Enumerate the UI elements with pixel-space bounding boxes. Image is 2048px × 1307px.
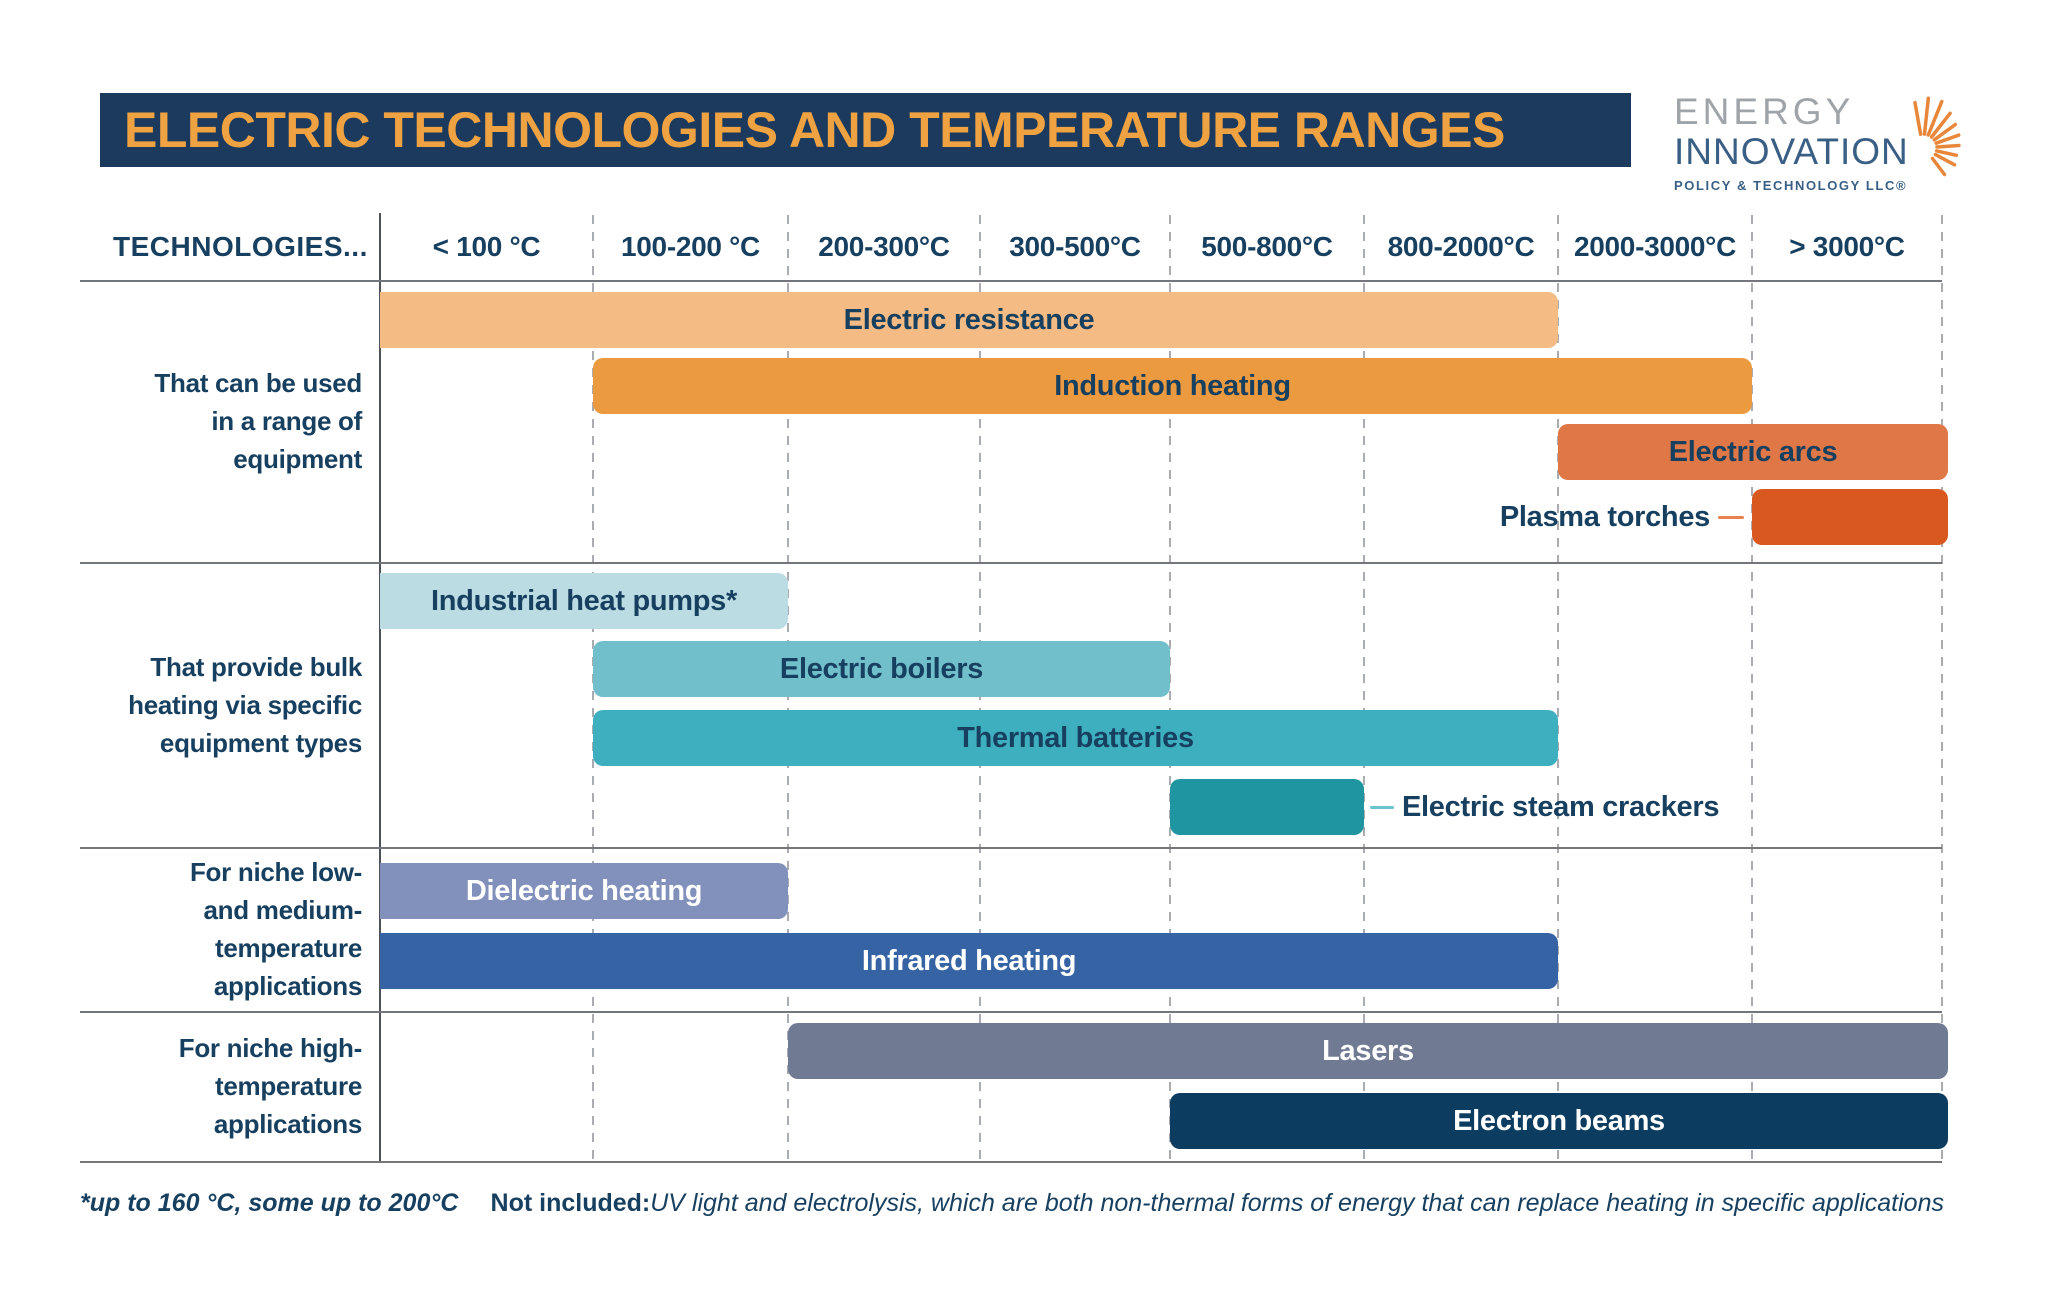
row-separator-0	[80, 280, 1942, 282]
gridline-dashed-5	[1363, 215, 1365, 1161]
bar-label-induction-heating: Induction heating	[1054, 369, 1291, 402]
bar-dielectric-heating: Dielectric heating	[380, 863, 788, 919]
column-header-3: 300-500°C	[1009, 231, 1141, 262]
gridline-dashed-8	[1941, 215, 1943, 1161]
column-header-4: 500-800°C	[1201, 231, 1333, 262]
gridline-dashed-7	[1751, 215, 1753, 1161]
bar-electric-arcs: Electric arcs	[1558, 424, 1948, 480]
group-label-3: For niche high- temperature applications	[178, 1033, 363, 1139]
bar-label-dielectric-heating: Dielectric heating	[465, 874, 703, 907]
bar-label-lasers: Lasers	[1322, 1034, 1414, 1067]
bar-induction-heating: Induction heating	[593, 358, 1752, 414]
axis-line	[379, 213, 381, 1161]
logo-tagline: POLICY & TECHNOLOGY LLC®	[1674, 178, 1908, 193]
bar-electric-resistance: Electric resistance	[380, 292, 1558, 348]
group-label-0: That can be used in a range of equipment	[154, 368, 362, 474]
label-connector-plasma-torches	[1718, 516, 1744, 519]
label-connector-electric-steam-crackers	[1370, 806, 1394, 809]
logo-energy-word: ENERGY	[1674, 91, 1855, 132]
bar-electron-beams: Electron beams	[1170, 1093, 1948, 1149]
column-header-1: 100-200 °C	[621, 231, 760, 262]
bar-label-electron-beams: Electron beams	[1453, 1104, 1665, 1137]
footnote-not-included-label: Not included:	[490, 1188, 651, 1217]
bar-electric-boilers: Electric boilers	[593, 641, 1170, 697]
title-bar: ELECTRIC TECHNOLOGIES AND TEMPERATURE RA…	[100, 93, 1631, 167]
bar-lasers: Lasers	[788, 1023, 1948, 1079]
footnote-heat-pumps: *up to 160 °C, some up to 200°C	[80, 1188, 459, 1217]
bar-label-electric-boilers: Electric boilers	[779, 652, 984, 685]
row-separator-4	[80, 1161, 1942, 1163]
column-header-7: > 3000°C	[1789, 231, 1905, 262]
bar-label-outside-plasma-torches: Plasma torches	[1499, 500, 1710, 533]
column-header-5: 800-2000°C	[1387, 231, 1535, 262]
bar-label-infrared-heating: Infrared heating	[861, 944, 1077, 977]
bar-thermal-batteries: Thermal batteries	[593, 710, 1558, 766]
row-separator-3	[80, 1011, 1942, 1013]
footnote-not-included: Not included: UV light and electrolysis,…	[491, 1186, 1944, 1220]
group-label-1: That provide bulk heating via specific e…	[128, 651, 362, 758]
column-header-0: < 100 °C	[432, 231, 541, 262]
bar-electric-steam-crackers	[1170, 779, 1364, 835]
energy-innovation-logo: ENERGY INNOVATION POLICY & TECHNOLOGY LL…	[1674, 92, 2011, 196]
logo-text: ENERGY INNOVATION POLICY & TECHNOLOGY LL…	[1674, 91, 1909, 194]
bar-label-outside-electric-steam-crackers: Electric steam crackers	[1402, 790, 1720, 823]
bar-infrared-heating: Infrared heating	[380, 933, 1558, 989]
bar-label-electric-resistance: Electric resistance	[843, 303, 1095, 336]
column-header-6: 2000-3000°C	[1573, 231, 1737, 262]
bar-industrial-heat-pumps: Industrial heat pumps*	[380, 573, 788, 629]
bar-label-industrial-heat-pumps: Industrial heat pumps*	[431, 584, 737, 617]
logo-innovation-word: INNOVATION	[1674, 131, 1909, 172]
technologies-header: TECHNOLOGIES...	[113, 231, 368, 262]
bar-label-thermal-batteries: Thermal batteries	[957, 721, 1194, 754]
page-title: ELECTRIC TECHNOLOGIES AND TEMPERATURE RA…	[124, 102, 1505, 158]
gridline-dashed-4	[1169, 215, 1171, 1161]
column-header-2: 200-300°C	[818, 231, 950, 262]
row-separator-2	[80, 847, 1942, 849]
bar-plasma-torches	[1752, 489, 1948, 545]
footnote-not-included-text: UV light and electrolysis, which are bot…	[650, 1188, 1944, 1217]
sunburst-icon	[1913, 96, 1961, 177]
bar-label-electric-arcs: Electric arcs	[1668, 435, 1838, 468]
row-separator-1	[80, 562, 1942, 564]
group-label-2: For niche low- and medium- temperature a…	[189, 857, 362, 1001]
gridline-dashed-6	[1557, 215, 1559, 1161]
